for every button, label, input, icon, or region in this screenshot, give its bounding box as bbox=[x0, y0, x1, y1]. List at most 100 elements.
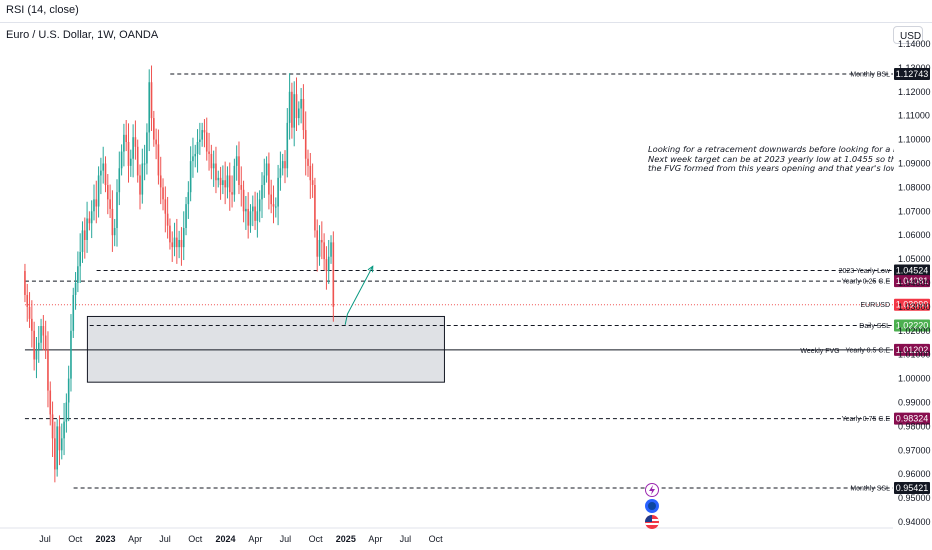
candle bbox=[120, 144, 123, 176]
candle bbox=[196, 129, 199, 173]
candle-body bbox=[268, 163, 270, 195]
candle-body bbox=[72, 294, 75, 331]
price-tick-label: 0.98000 bbox=[898, 421, 931, 431]
candle bbox=[307, 149, 309, 177]
candle-body bbox=[60, 438, 63, 451]
candle-body bbox=[83, 230, 86, 240]
candle bbox=[242, 180, 245, 223]
candle-body bbox=[295, 94, 298, 119]
candle bbox=[249, 204, 252, 233]
candle-body bbox=[169, 225, 171, 243]
currency-button[interactable]: USD bbox=[893, 26, 923, 44]
price-tick-label: 1.08000 bbox=[898, 182, 931, 192]
price-tick-label: 0.94000 bbox=[898, 517, 931, 527]
price-tag-value: 1.01202 bbox=[896, 345, 929, 355]
candle bbox=[302, 84, 305, 140]
candle bbox=[141, 148, 144, 204]
candle-body bbox=[265, 163, 268, 176]
candle-body bbox=[56, 426, 58, 470]
candle bbox=[157, 129, 160, 185]
level-label: Daily SSL bbox=[859, 323, 890, 330]
time-tick-label: Oct bbox=[188, 534, 203, 544]
candle-body bbox=[270, 194, 272, 205]
candle-body bbox=[330, 242, 332, 257]
candle-body bbox=[65, 402, 68, 422]
fvg-zone-layer: Weekly FVG bbox=[86, 315, 840, 383]
candle bbox=[116, 179, 118, 247]
price-tick-label: 1.12000 bbox=[898, 87, 931, 97]
candle bbox=[284, 150, 286, 184]
level-label: Monthly BSL bbox=[850, 72, 890, 79]
candle-body bbox=[90, 211, 93, 224]
candle bbox=[295, 77, 298, 131]
candle bbox=[49, 381, 52, 426]
candle-body bbox=[74, 283, 77, 295]
candle bbox=[293, 81, 296, 147]
candle-body bbox=[24, 271, 26, 295]
candle-body bbox=[302, 98, 305, 131]
candle-body bbox=[136, 146, 139, 176]
projection-arrow bbox=[344, 266, 374, 325]
candle bbox=[118, 151, 121, 206]
price-tick-label: 1.14000 bbox=[898, 39, 931, 49]
candle bbox=[70, 314, 72, 392]
candle-body bbox=[58, 426, 61, 451]
candle bbox=[286, 108, 289, 178]
time-tick-label: Apr bbox=[128, 534, 142, 544]
candle bbox=[173, 222, 176, 257]
candle-body bbox=[242, 189, 245, 212]
candle-body bbox=[203, 130, 206, 133]
indicator-label[interactable]: RSI (14, close) bbox=[6, 4, 79, 16]
candle bbox=[194, 144, 197, 168]
candle bbox=[228, 162, 231, 211]
candle-body bbox=[286, 122, 289, 169]
time-tick-label: 2023 bbox=[95, 534, 115, 544]
candle-body bbox=[180, 239, 183, 248]
candle-body bbox=[240, 185, 243, 190]
symbol-title[interactable]: Euro / U.S. Dollar, 1W, OANDA bbox=[6, 29, 159, 41]
candle bbox=[311, 163, 314, 198]
candle-body bbox=[100, 170, 102, 176]
candle-body bbox=[226, 175, 229, 188]
candle bbox=[261, 172, 263, 218]
time-tick-label: Jul bbox=[39, 534, 51, 544]
fvg-label: Weekly FVG bbox=[800, 348, 839, 355]
candle-body bbox=[37, 342, 40, 350]
candle bbox=[148, 69, 151, 152]
candle bbox=[104, 156, 107, 193]
candle bbox=[90, 200, 93, 239]
annotation-line: the FVG formed from this years opening a… bbox=[648, 163, 894, 174]
candle-body bbox=[293, 94, 296, 128]
time-tick-label: Oct bbox=[429, 534, 444, 544]
candle bbox=[233, 158, 236, 202]
candle-body bbox=[33, 330, 35, 360]
candle bbox=[330, 235, 332, 264]
candle-body bbox=[176, 237, 178, 248]
earnings-event-icon[interactable] bbox=[645, 499, 659, 513]
candle bbox=[86, 201, 88, 253]
candle bbox=[235, 145, 238, 181]
candle-body bbox=[97, 175, 100, 207]
candle-body bbox=[307, 158, 309, 166]
candle-body bbox=[298, 108, 300, 119]
price-tag bbox=[894, 482, 930, 495]
candle-body bbox=[146, 132, 148, 164]
candle bbox=[288, 73, 291, 140]
candle bbox=[33, 321, 35, 371]
candle bbox=[132, 124, 134, 178]
annotation-text[interactable]: Looking for a retracement downwards befo… bbox=[648, 145, 894, 174]
price-tag-value: 1.12743 bbox=[896, 69, 929, 79]
candle-body bbox=[44, 335, 47, 350]
candle bbox=[189, 146, 192, 202]
candle-body bbox=[249, 211, 252, 226]
candle bbox=[215, 146, 217, 194]
us-flag-icon[interactable] bbox=[645, 515, 659, 529]
price-tick-label: 1.03000 bbox=[898, 302, 931, 312]
candle-body bbox=[247, 208, 249, 226]
lightning-event-icon[interactable] bbox=[645, 483, 659, 497]
candle-body bbox=[159, 175, 162, 188]
price-tag-value: 0.98324 bbox=[896, 414, 929, 424]
candle bbox=[150, 65, 153, 131]
candle bbox=[123, 123, 125, 167]
